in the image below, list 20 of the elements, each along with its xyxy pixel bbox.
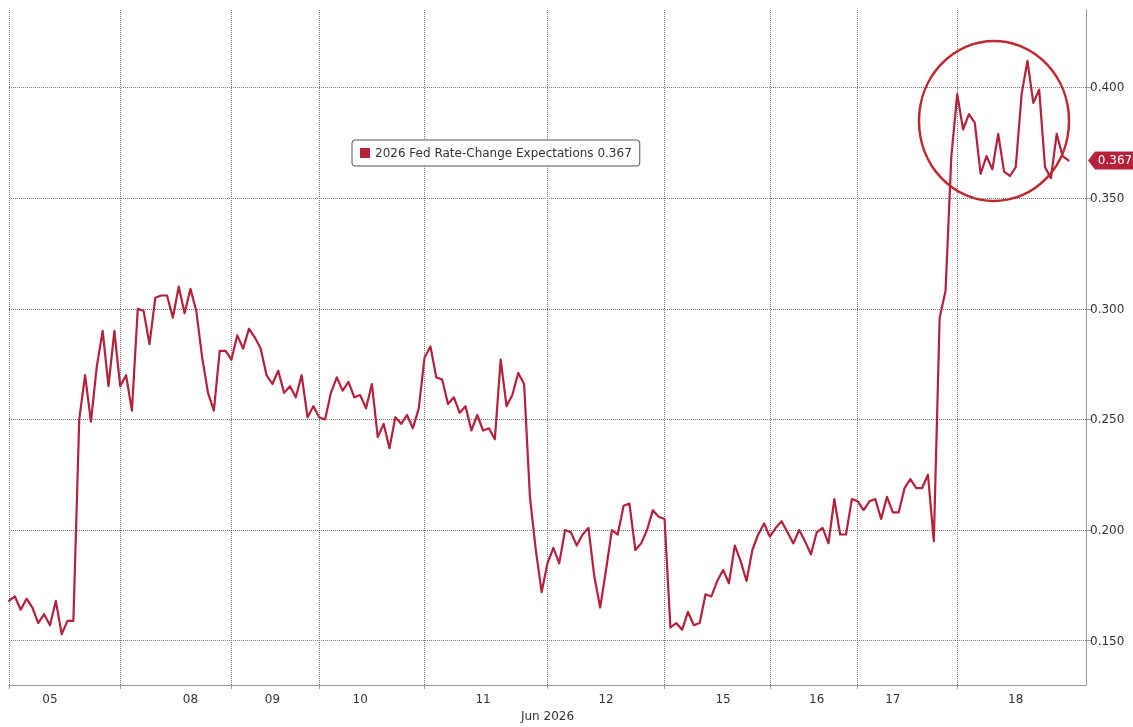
y-tick-label: 0.350 — [1090, 191, 1125, 206]
text: 0.367 — [1097, 153, 1133, 168]
y-tick-label: 0.200 — [1090, 523, 1125, 538]
x-tick-label: 12 — [598, 692, 614, 706]
x-tick-label: 05 — [42, 692, 58, 706]
x-tick-label: 18 — [1008, 692, 1024, 706]
y-tick-label: 0.150 — [1090, 633, 1125, 648]
x-axis-title: Jun 2026 — [519, 709, 575, 723]
y-tick-label: 0.300 — [1090, 301, 1125, 316]
x-tick-label: 08 — [182, 692, 199, 706]
x-tick-label: 09 — [264, 692, 281, 706]
line-series — [7, 59, 1070, 636]
x-tick-label: 17 — [885, 692, 901, 706]
legend-label: 2026 Fed Rate-Change Expectations 0.367 — [375, 146, 632, 160]
y-tick-label: 0.400 — [1090, 80, 1125, 95]
x-tick-label: 16 — [809, 692, 825, 706]
y-tick-label: 0.250 — [1090, 412, 1125, 427]
x-tick-label: 11 — [475, 692, 491, 706]
x-tick-label: 10 — [352, 692, 368, 706]
x-tick-label: 15 — [715, 692, 731, 706]
